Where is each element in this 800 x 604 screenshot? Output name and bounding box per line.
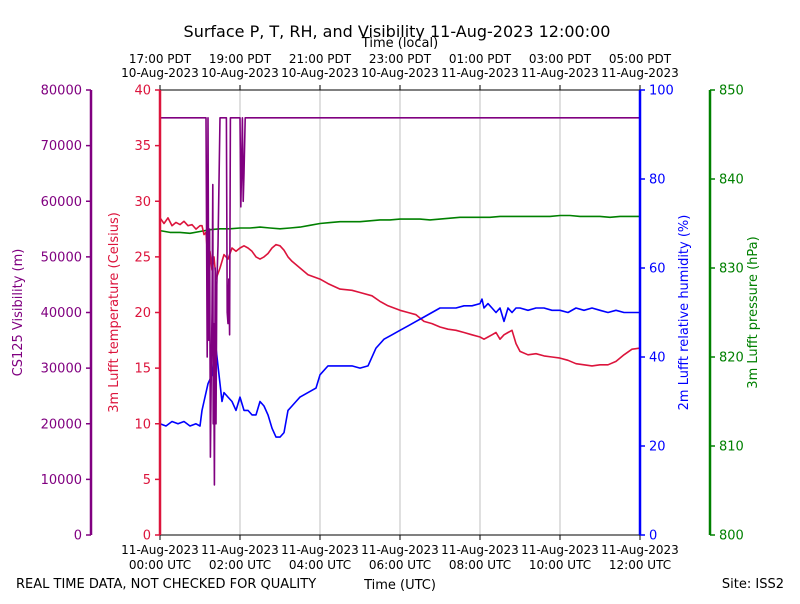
y-tick-label-temperature: 20 [134,306,151,321]
y-tick-label-pressure: 850 [719,84,744,99]
y-tick-label-visibility: 30000 [41,362,82,377]
y-tick-label-temperature: 30 [134,195,151,210]
y-tick-label-humidity: 100 [649,84,674,99]
grid-layer [239,90,561,535]
y-tick-label-visibility: 70000 [41,139,82,154]
y-tick-label-humidity: 60 [649,262,666,277]
x-tick-label-bottom-date: 11-Aug-2023 [441,543,519,557]
x-tick-label-bottom-date: 11-Aug-2023 [361,543,439,557]
y-tick-label-pressure: 810 [719,440,744,455]
y-tick-label-visibility: 0 [74,529,82,544]
x-tick-label-top-time: 17:00 PDT [129,52,192,66]
x-tick-label-top-time: 19:00 PDT [209,52,272,66]
y-tick-label-visibility: 20000 [41,417,82,432]
x-tick-label-top-time: 01:00 PDT [449,52,512,66]
x-tick-label-top-date: 11-Aug-2023 [521,66,599,80]
x-tick-label-top-time: 03:00 PDT [529,52,592,66]
series-layer [159,117,641,486]
footer-site: Site: ISS2 [722,577,784,592]
y-tick-label-humidity: 20 [649,440,666,455]
y-axis-label-temperature: 3m Lufft temperature (Celsius) [107,212,122,413]
y-tick-label-temperature: 5 [143,473,151,488]
x-axis-title: Time (UTC) [363,578,436,593]
y-tick-label-visibility: 60000 [41,195,82,210]
x-tick-label-bottom-time: 08:00 UTC [449,558,511,572]
x-tick-label-bottom-date: 11-Aug-2023 [281,543,359,557]
y-tick-label-pressure: 840 [719,173,744,188]
x-tick-label-bottom-time: 10:00 UTC [529,558,591,572]
x-tick-label-bottom-date: 11-Aug-2023 [601,543,679,557]
x-tick-label-bottom-time: 02:00 UTC [209,558,271,572]
y-tick-label-visibility: 10000 [41,473,82,488]
chart-title: Surface P, T, RH, and Visibility 11-Aug-… [184,22,611,41]
y-tick-label-visibility: 50000 [41,250,82,265]
x-tick-label-top-date: 10-Aug-2023 [361,66,439,80]
y-tick-label-humidity: 80 [649,173,666,188]
x-tick-label-top-date: 11-Aug-2023 [441,66,519,80]
x-tick-label-top-date: 10-Aug-2023 [121,66,199,80]
x-tick-label-bottom-date: 11-Aug-2023 [521,543,599,557]
y-tick-label-humidity: 40 [649,351,666,366]
y-tick-label-temperature: 10 [134,417,151,432]
series-line-pressure [159,214,640,235]
x-tick-label-top-time: 23:00 PDT [369,52,432,66]
y-tick-label-pressure: 820 [719,351,744,366]
y-axis-label-pressure: 3m Lufft pressure (hPa) [746,236,761,388]
y-tick-label-pressure: 830 [719,262,744,277]
y-tick-label-temperature: 35 [134,139,151,154]
x-tick-label-top-date: 11-Aug-2023 [601,66,679,80]
y-axis-label-visibility: CS125 Visibility (m) [11,249,26,377]
x-tick-label-bottom-date: 11-Aug-2023 [121,543,199,557]
top-axis-title: Time (local) [361,36,438,51]
y-tick-label-humidity: 0 [649,529,657,544]
x-tick-label-bottom-time: 00:00 UTC [129,558,191,572]
x-tick-label-top-date: 10-Aug-2023 [281,66,359,80]
x-tick-label-bottom-time: 12:00 UTC [609,558,671,572]
y-tick-label-pressure: 800 [719,529,744,544]
x-tick-label-top-date: 10-Aug-2023 [201,66,279,80]
y-tick-label-visibility: 80000 [41,84,82,99]
y-tick-label-visibility: 40000 [41,306,82,321]
x-tick-label-bottom-date: 11-Aug-2023 [201,543,279,557]
y-tick-label-temperature: 15 [134,362,151,377]
y-tick-label-temperature: 0 [143,529,151,544]
y-tick-label-temperature: 40 [134,84,151,99]
x-tick-label-bottom-time: 06:00 UTC [369,558,431,572]
x-tick-label-top-time: 21:00 PDT [289,52,352,66]
footer-disclaimer: REAL TIME DATA, NOT CHECKED FOR QUALITY [16,577,316,592]
y-axis-label-humidity: 2m Lufft relative humidity (%) [677,215,692,411]
series-line-visibility [160,117,640,486]
x-tick-label-bottom-time: 04:00 UTC [289,558,351,572]
y-tick-label-temperature: 25 [134,250,151,265]
x-tick-label-top-time: 05:00 PDT [609,52,672,66]
